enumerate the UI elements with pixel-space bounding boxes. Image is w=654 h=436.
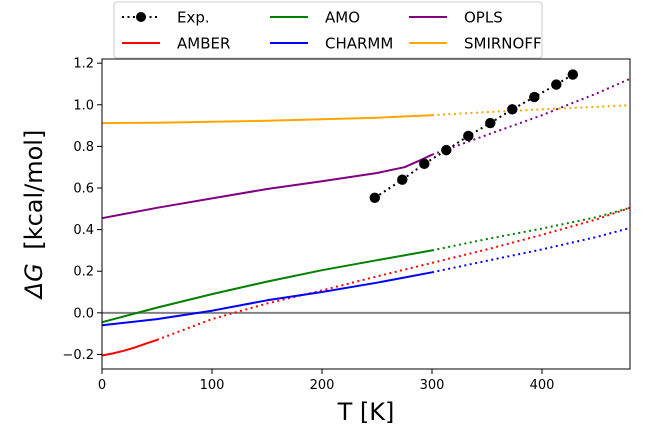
exp-point (369, 192, 380, 203)
legend-item-smirnoff: SMIRNOFF (409, 35, 542, 53)
y-tick-label: 0.0 (73, 306, 94, 321)
marker-layer (369, 69, 578, 203)
charmm-solid-line (101, 271, 433, 327)
y-tick-label: 0.8 (73, 140, 94, 155)
legend: Exp. AMBER AMO CHARMM OPLS SMIRNOFF (113, 1, 543, 59)
legend-marker (136, 12, 146, 22)
x-axis: 0 100 200 300 400 (98, 369, 555, 393)
smirnoff-solid-line (101, 114, 433, 125)
y-tick-label: 1.2 (73, 57, 94, 72)
legend-label: AMBER (177, 35, 230, 53)
amber-solid-line (101, 338, 158, 357)
legend-label: Exp. (177, 9, 210, 27)
plot-area (101, 58, 631, 370)
y-axis: −0.2 0.0 0.2 0.4 0.6 0.8 1.0 1.2 (62, 57, 102, 363)
exp-point (507, 104, 518, 115)
exp-point (463, 130, 474, 142)
legend-label: SMIRNOFF (464, 35, 542, 53)
y-tick-label: 1.0 (73, 98, 94, 113)
exp-point (419, 158, 430, 170)
x-tick-label: 300 (420, 378, 445, 393)
y-tick-label: 0.6 (73, 181, 94, 196)
legend-item-opls: OPLS (409, 9, 503, 27)
amo-extrapolated-line (431, 206, 631, 252)
charmm-extrapolated-line (431, 226, 631, 274)
legend-item-amo: AMO (270, 9, 360, 27)
y-tick-label: 0.2 (73, 265, 94, 280)
legend-item-amber: AMBER (122, 35, 230, 53)
legend-label: AMO (325, 9, 360, 27)
series-layer (101, 77, 631, 357)
x-tick-label: 100 (200, 378, 225, 393)
y-tick-label: −0.2 (62, 348, 94, 363)
x-tick-label: 200 (310, 378, 335, 393)
exp-point (551, 79, 562, 90)
legend-item-exp: Exp. (122, 9, 210, 27)
opls-extrapolated-line (431, 77, 631, 156)
exp-point (441, 144, 452, 156)
opls-solid-line (101, 153, 433, 220)
x-axis-title: T [K] (337, 398, 395, 426)
y-tick-label: 0.4 (73, 223, 94, 238)
exp-point (529, 91, 540, 103)
y-axis-title: ΔG [kcal/mol] (20, 130, 48, 301)
exp-point (567, 69, 578, 80)
y-axis-symbol: ΔG (20, 263, 48, 300)
amber-extrapolated-line (156, 206, 631, 341)
x-tick-label: 0 (98, 378, 106, 393)
y-axis-unit: [kcal/mol] (20, 130, 48, 250)
x-tick-label: 400 (530, 378, 555, 393)
exp-point (397, 174, 408, 185)
exp-point (485, 117, 496, 129)
amo-solid-line (101, 249, 433, 324)
legend-label: CHARMM (325, 35, 393, 53)
smirnoff-extrapolated-line (431, 104, 631, 117)
legend-label: OPLS (464, 9, 503, 27)
legend-item-charmm: CHARMM (270, 35, 393, 53)
